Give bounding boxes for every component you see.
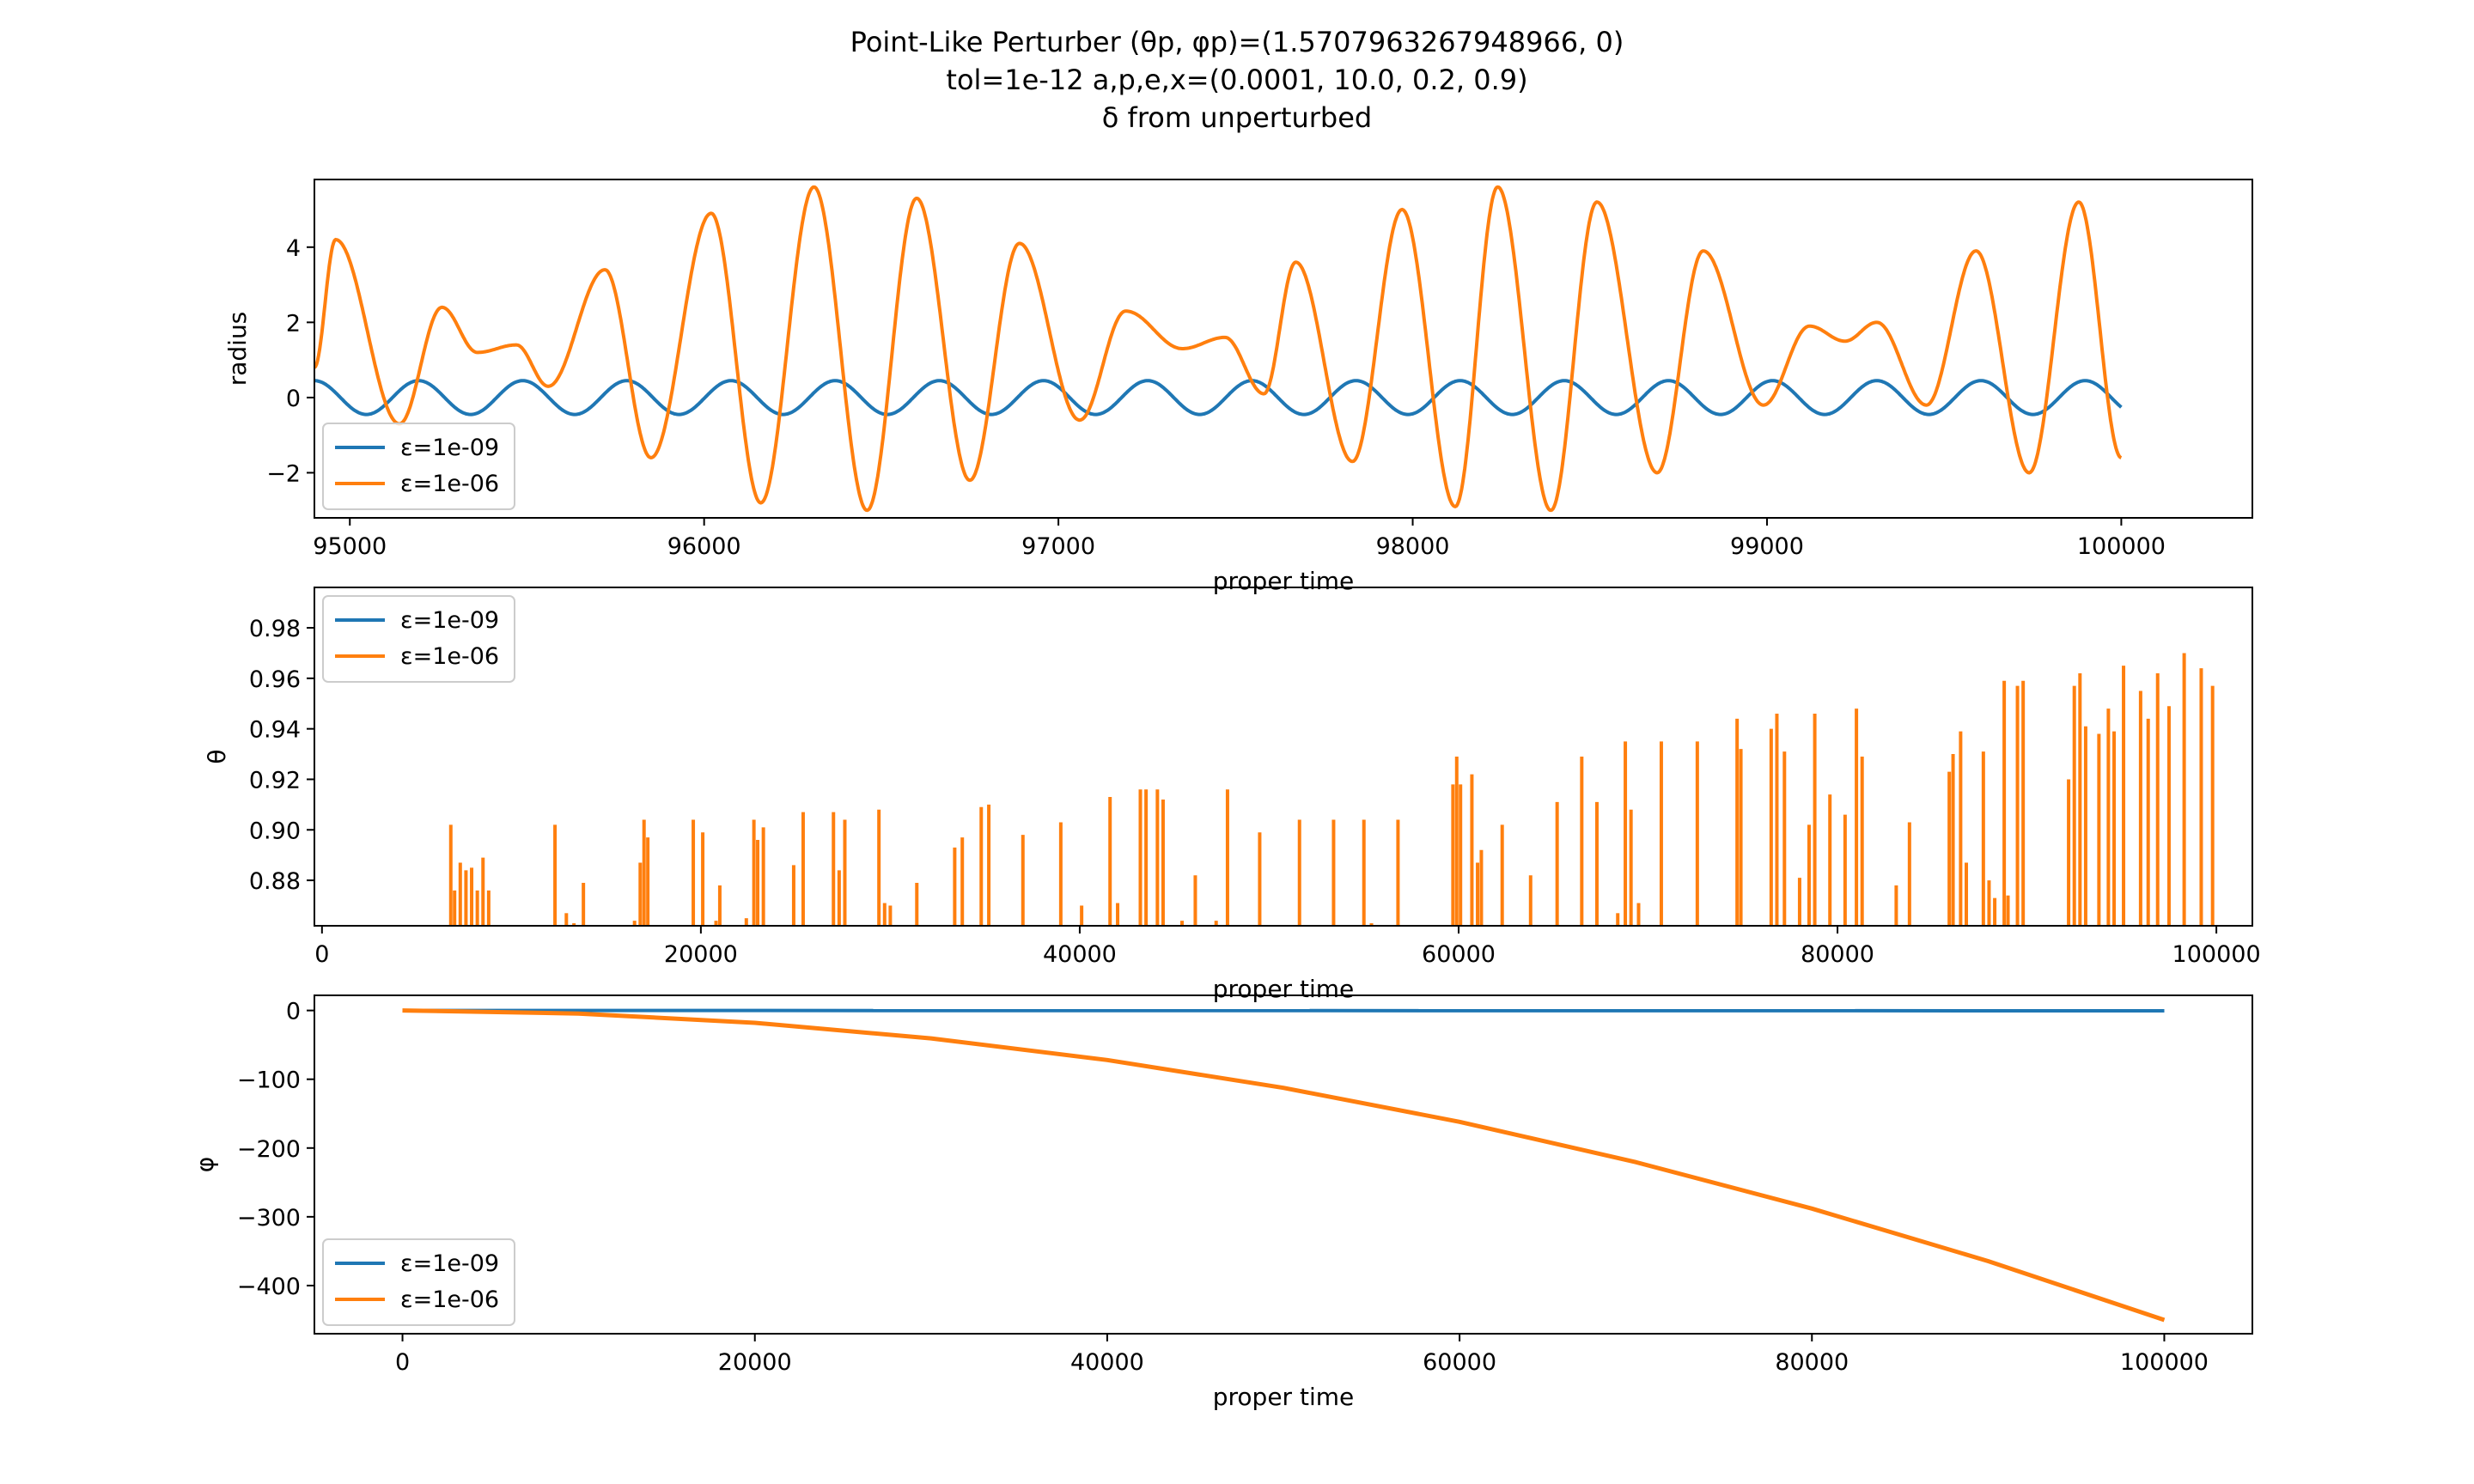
radius-xtick-label: 95000 (313, 533, 387, 560)
phi-xlabel: proper time (1213, 1383, 1354, 1411)
phi-legend: ε=1e-09 ε=1e-06 (322, 1238, 515, 1326)
theta-ytick-label: 0.90 (249, 818, 301, 844)
theta-subplot: 0 20000 40000 60000 80000 100000 0.88 0.90 0.92 0… (203, 587, 2261, 1003)
theta-xtick-label: 40000 (1043, 941, 1117, 968)
phi-ytick-label: −200 (237, 1136, 301, 1163)
figure-title-line-1: Point-Like Perturber (θp, φp)=(1.5707963… (850, 26, 1624, 58)
phi-xtick-label: 60000 (1423, 1349, 1496, 1376)
theta-axes-frame (314, 587, 2253, 927)
radius-series-eps-1e-06-line (314, 185, 2123, 513)
phi-xtick-label: 40000 (1070, 1349, 1144, 1376)
theta-ticks: 0 20000 40000 60000 80000 100000 0.88 0.90 0.92 0… (249, 616, 2261, 968)
theta-ytick-label: 0.98 (249, 616, 301, 642)
theta-xtick-label: 20000 (664, 941, 738, 968)
phi-xtick-label: 100000 (2120, 1349, 2209, 1376)
phi-xtick-label: 80000 (1775, 1349, 1849, 1376)
phi-legend-label-eps-1e-09: ε=1e-09 (400, 1250, 499, 1277)
phi-axes-frame (314, 994, 2253, 1335)
theta-ytick-label: 0.96 (249, 666, 301, 693)
radius-ytick-label: 4 (286, 235, 301, 262)
radius-legend-label-eps-1e-09: ε=1e-09 (400, 435, 499, 461)
theta-legend-label-eps-1e-09: ε=1e-09 (400, 607, 499, 634)
radius-axes-frame (314, 179, 2253, 519)
theta-ylabel: θ (203, 749, 231, 763)
theta-ytick-label: 0.88 (249, 868, 301, 895)
radius-plot-lines (314, 185, 2123, 513)
theta-legend-box (322, 595, 515, 683)
radius-legend-label-eps-1e-06: ε=1e-06 (400, 471, 499, 497)
radius-xtick-label: 98000 (1376, 533, 1450, 560)
phi-ytick-label: −100 (237, 1067, 301, 1094)
phi-subplot: 0 20000 40000 60000 80000 100000 −400 −300 −200 −… (191, 994, 2253, 1411)
radius-legend: ε=1e-09 ε=1e-06 (322, 423, 515, 510)
phi-legend-box (322, 1238, 515, 1326)
phi-xtick-label: 0 (395, 1349, 410, 1376)
phi-ylabel: φ (191, 1157, 219, 1172)
phi-legend-label-eps-1e-06: ε=1e-06 (400, 1286, 499, 1313)
theta-ytick-label: 0.94 (249, 717, 301, 744)
radius-xtick-label: 100000 (2077, 533, 2166, 560)
theta-legend: ε=1e-09 ε=1e-06 (322, 595, 515, 683)
radius-xtick-label: 99000 (1730, 533, 1804, 560)
phi-ytick-label: −400 (237, 1274, 301, 1300)
radius-ytick-label: −2 (266, 460, 301, 487)
radius-legend-box (322, 423, 515, 510)
phi-ytick-label: −300 (237, 1205, 301, 1232)
radius-ytick-label: 0 (286, 386, 301, 412)
theta-plot-lines (448, 653, 2215, 926)
radius-subplot: 95000 96000 97000 98000 99000 100000 −2 0 2 4 pro… (223, 179, 2253, 595)
theta-xtick-label: 60000 (1422, 941, 1496, 968)
radius-ylabel: radius (223, 312, 252, 386)
figure-title-line-2: tol=1e-12 a,p,e,x=(0.0001, 10.0, 0.2, 0.… (946, 64, 1527, 96)
theta-ytick-label: 0.92 (249, 767, 301, 794)
radius-xtick-label: 96000 (667, 533, 741, 560)
figure-title-line-3: δ from unperturbed (1102, 101, 1372, 134)
phi-ticks: 0 20000 40000 60000 80000 100000 −400 −300 −200 −… (237, 999, 2209, 1376)
radius-ticks: 95000 96000 97000 98000 99000 100000 −2 0 2 4 (266, 235, 2166, 560)
theta-xtick-label: 100000 (2172, 941, 2261, 968)
phi-xtick-label: 20000 (718, 1349, 792, 1376)
theta-legend-label-eps-1e-06: ε=1e-06 (400, 643, 499, 670)
radius-xtick-label: 97000 (1021, 533, 1095, 560)
radius-xlabel: proper time (1213, 567, 1354, 595)
theta-xtick-label: 0 (314, 941, 329, 968)
theta-xtick-label: 80000 (1801, 941, 1874, 968)
phi-series-eps-1e-06-line (402, 1008, 2166, 1323)
radius-ytick-label: 2 (286, 310, 301, 337)
radius-series-eps-1e-09-line (314, 379, 2123, 417)
phi-plot-lines (402, 1008, 2166, 1323)
phi-ytick-label: 0 (286, 999, 301, 1025)
theta-xlabel: proper time (1213, 975, 1354, 1003)
